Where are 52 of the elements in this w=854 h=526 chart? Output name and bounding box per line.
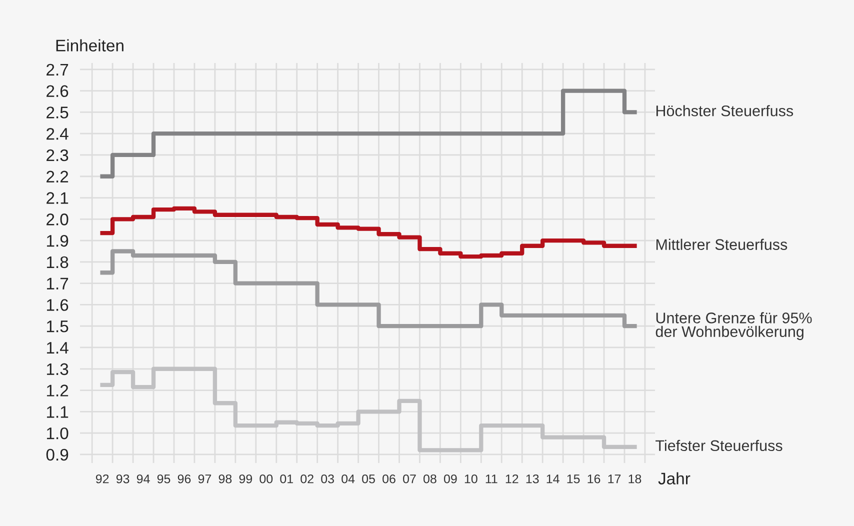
y-tick-label: 1.8 xyxy=(46,256,68,268)
y-tick-label: 1.2 xyxy=(46,384,68,396)
x-tick-label: 14 xyxy=(546,474,560,484)
x-tick-label: 03 xyxy=(321,474,334,484)
x-tick-label: 02 xyxy=(300,474,314,484)
y-tick-label: 1.3 xyxy=(46,363,68,376)
y-tick-label: 2.7 xyxy=(46,64,68,76)
y-tick-label: 1.4 xyxy=(46,342,68,354)
y-tick-label: 2.0 xyxy=(46,214,68,226)
x-tick-label: 94 xyxy=(136,474,150,484)
x-tick-label: 09 xyxy=(444,474,457,484)
x-tick-label: 00 xyxy=(260,474,273,484)
y-tick-label: 2.5 xyxy=(46,106,68,118)
y-tick-label: 2.4 xyxy=(46,128,68,140)
y-tick-label: 2.1 xyxy=(46,192,68,204)
y-tick-label: 1.5 xyxy=(46,320,68,332)
series-label: Höchster Steuerfuss xyxy=(656,105,794,116)
y-tick-label: 1.1 xyxy=(46,406,68,418)
x-tick-label: 97 xyxy=(198,474,212,484)
x-tick-label: 11 xyxy=(486,474,498,484)
x-tick-label: 99 xyxy=(239,474,252,484)
x-tick-label: 17 xyxy=(608,474,621,484)
x-tick-label: 95 xyxy=(157,474,170,484)
x-tick-label: 93 xyxy=(116,474,130,484)
y-tick-label: 1.6 xyxy=(46,299,68,311)
x-tick-label: 04 xyxy=(342,474,355,484)
x-tick-label: 15 xyxy=(567,474,580,484)
y-axis-title: Einheiten xyxy=(56,39,124,52)
y-tick-label: 1.0 xyxy=(46,427,68,440)
x-axis-title: Jahr xyxy=(658,472,690,484)
x-tick-label: 06 xyxy=(382,474,396,484)
y-tick-label: 0.9 xyxy=(46,448,68,461)
x-tick-label: 12 xyxy=(506,474,518,484)
x-tick-label: 07 xyxy=(403,474,416,484)
y-tick-label: 2.2 xyxy=(46,170,68,182)
x-tick-label: 10 xyxy=(464,474,478,484)
x-tick-label: 96 xyxy=(178,474,191,484)
series-label: Mittlerer Steuerfuss xyxy=(656,238,788,250)
y-tick-label: 1.7 xyxy=(46,278,68,290)
x-tick-label: 01 xyxy=(280,474,293,484)
y-tick-label: 2.6 xyxy=(46,85,68,98)
y-tick-label: 1.9 xyxy=(46,234,68,247)
x-tick-label: 92 xyxy=(96,474,109,484)
y-tick-label: 2.3 xyxy=(46,149,68,162)
x-tick-label: 05 xyxy=(362,474,375,484)
x-tick-label: 16 xyxy=(588,474,600,484)
x-tick-label: 18 xyxy=(628,474,642,484)
series-label: Untere Grenze für 95% der Wohnbevölkerung xyxy=(656,312,812,340)
series-label: Tiefster Steuerfuss xyxy=(656,440,782,452)
x-tick-label: 08 xyxy=(423,474,436,484)
x-tick-label: 13 xyxy=(526,474,539,484)
x-tick-label: 98 xyxy=(218,474,232,484)
